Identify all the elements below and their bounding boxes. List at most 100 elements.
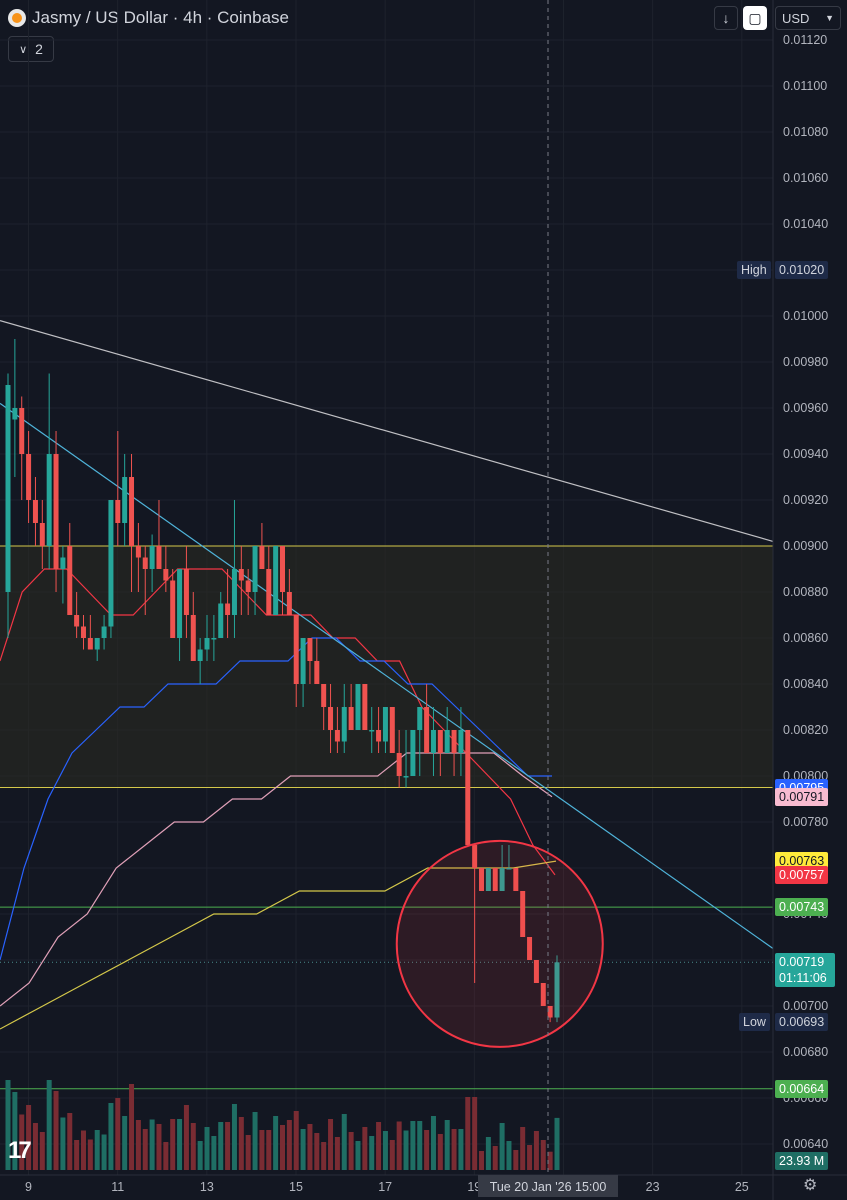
candle-body: [547, 1006, 553, 1018]
candle-body: [424, 707, 430, 753]
high-label: High: [737, 261, 771, 279]
volume-bar: [149, 1119, 155, 1170]
x-tick-label: 23: [646, 1180, 660, 1194]
highlight-circle: [395, 839, 604, 1048]
moving-average-line: [0, 860, 557, 1030]
y-tick-label: 0.00640: [783, 1137, 828, 1151]
volume-bar: [101, 1134, 107, 1170]
y-tick-label: 0.01000: [783, 309, 828, 323]
high-value: 0.01020: [775, 261, 829, 279]
candle-body: [492, 868, 498, 891]
currency-select[interactable]: USD ▼: [775, 6, 841, 30]
volume-bar: [108, 1103, 114, 1170]
indicator-count: 2: [35, 41, 43, 57]
volume-bar: [300, 1129, 306, 1170]
candle-body: [382, 707, 388, 742]
volume-bar: [94, 1130, 100, 1170]
x-tick-label: 13: [200, 1180, 214, 1194]
screenshot-icon[interactable]: ▢: [743, 6, 767, 30]
candle-body: [149, 546, 155, 569]
candle-body: [5, 385, 11, 592]
volume-bar: [499, 1123, 505, 1170]
candle-body: [376, 730, 382, 742]
volume-bar: [245, 1135, 251, 1170]
volume-bar: [259, 1130, 265, 1170]
y-tick-label: 0.00700: [783, 999, 828, 1013]
candle-countdown: 01:11:06: [779, 971, 827, 986]
candle-body: [273, 546, 279, 615]
price-tag: 0.00757: [775, 865, 829, 884]
volume-bar: [87, 1139, 93, 1170]
candle-body: [115, 500, 121, 523]
candle-body: [554, 962, 560, 1018]
volume-bar: [465, 1097, 471, 1170]
volume-bar: [444, 1120, 450, 1170]
x-tick-label: 9: [25, 1180, 32, 1194]
y-tick-label: 0.00960: [783, 401, 828, 415]
candle-body: [101, 626, 107, 638]
tradingview-logo-icon[interactable]: 17: [8, 1137, 32, 1164]
volume-bar: [53, 1091, 59, 1170]
settings-gear-icon[interactable]: ⚙: [803, 1177, 818, 1194]
volume-bar: [540, 1140, 546, 1170]
candle-body: [177, 569, 183, 638]
candle-body: [328, 707, 334, 730]
coin-icon: [8, 9, 26, 27]
candle-body: [396, 753, 402, 776]
volume-bar: [472, 1097, 478, 1170]
volume-bar: [238, 1117, 244, 1170]
candle-body: [417, 707, 423, 730]
candle-body: [170, 580, 176, 638]
volume-bar: [382, 1131, 388, 1170]
candle-body: [472, 845, 478, 868]
symbol-title[interactable]: Jasmy / US Dollar · 4h · Coinbase: [32, 8, 289, 27]
candle-body: [108, 500, 114, 627]
indicators-toggle[interactable]: ∨ 2: [8, 36, 54, 62]
volume-bar: [321, 1142, 327, 1170]
candle-body: [135, 546, 141, 558]
candle-body: [19, 408, 25, 454]
candle-body: [32, 500, 38, 523]
x-tick-label: 17: [378, 1180, 392, 1194]
x-tick-label: 19: [467, 1180, 481, 1194]
volume-bar: [328, 1119, 334, 1170]
candle-body: [334, 730, 340, 742]
candle-body: [67, 546, 73, 615]
candle-body: [348, 707, 354, 730]
candle-body: [286, 592, 292, 615]
candle-body: [46, 454, 52, 546]
candle-body: [513, 868, 519, 891]
y-tick-label: 0.01060: [783, 171, 828, 185]
candle-body: [300, 638, 306, 684]
candle-body: [314, 661, 320, 684]
candle-body: [12, 408, 18, 420]
volume-bar: [479, 1151, 485, 1170]
candle-body: [437, 730, 443, 753]
volume-bar: [183, 1105, 189, 1170]
download-arrow-icon[interactable]: ↓: [714, 6, 738, 30]
volume-bar: [177, 1119, 183, 1170]
current-price-tag: 0.00719 01:11:06: [775, 953, 835, 988]
candle-body: [533, 960, 539, 983]
y-tick-label: 0.00980: [783, 355, 828, 369]
volume-bar: [389, 1140, 395, 1170]
x-tick-label: 15: [289, 1180, 303, 1194]
volume-bar: [60, 1117, 66, 1170]
volume-bar: [485, 1137, 491, 1170]
volume-bar: [273, 1116, 279, 1170]
volume-bar: [204, 1127, 210, 1170]
volume-bar: [252, 1112, 258, 1170]
y-tick-label: 0.00680: [783, 1045, 828, 1059]
candle-body: [520, 891, 526, 937]
volume-bar: [369, 1136, 375, 1170]
candle-body: [156, 546, 162, 569]
y-tick-label: 0.01080: [783, 125, 828, 139]
y-tick-label: 0.00840: [783, 677, 828, 691]
y-tick-label: 0.00900: [783, 539, 828, 553]
y-tick-label: 0.00860: [783, 631, 828, 645]
x-tick-label: 11: [111, 1180, 124, 1194]
candle-body: [231, 569, 237, 615]
price-tag: 0.00743: [775, 898, 829, 917]
volume-bar: [266, 1130, 272, 1170]
